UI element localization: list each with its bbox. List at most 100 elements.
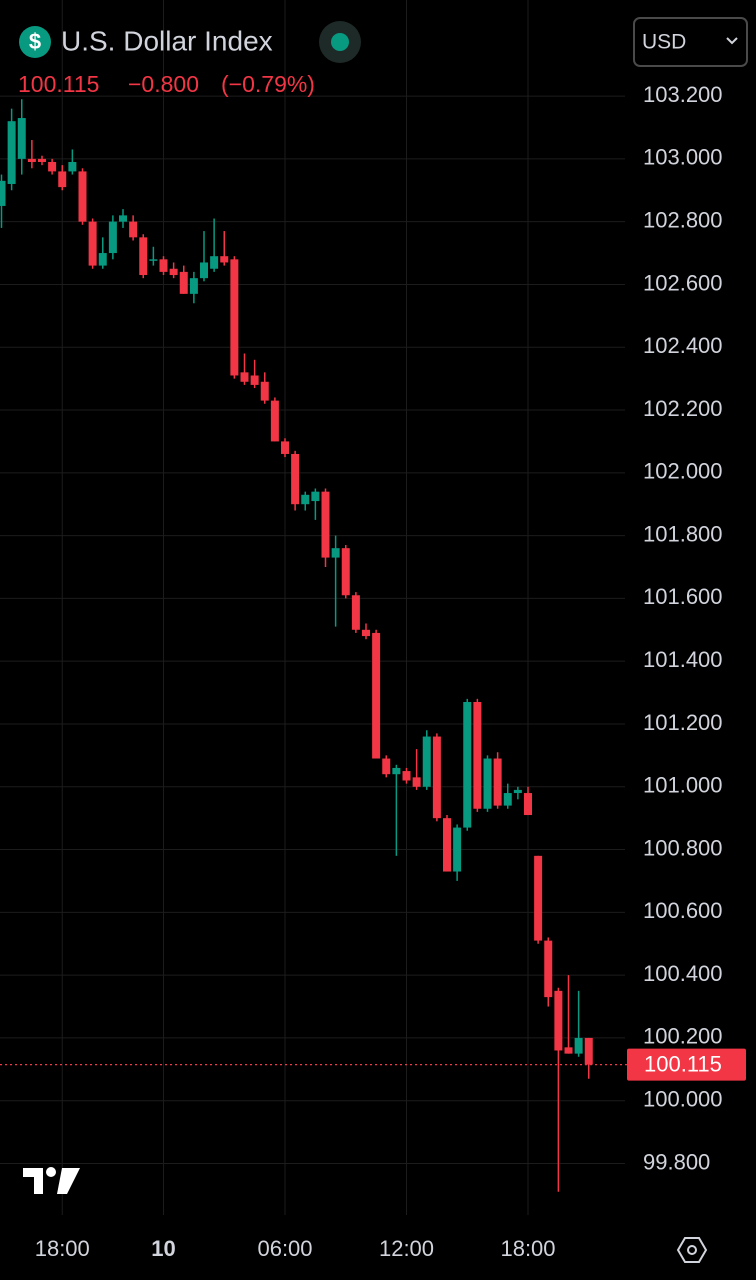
y-tick-label: 101.600 [643, 584, 723, 609]
currency[interactable]: USD [642, 31, 686, 54]
grid [0, 0, 625, 1215]
candle-body [341, 548, 350, 596]
candle-body [524, 793, 532, 816]
y-tick-label: 103.000 [643, 145, 723, 170]
candle-body [27, 158, 36, 162]
candle-body [544, 940, 553, 998]
candle-body [493, 758, 502, 806]
candle-body [402, 771, 411, 781]
x-tick-label: 06:00 [257, 1236, 312, 1261]
price-tag [627, 1048, 746, 1081]
settings-dot [687, 1245, 697, 1255]
y-tick-label: 102.400 [643, 333, 723, 358]
header: $ U.S. Dollar Index 100.115 −0.800 (−0.7… [18, 21, 361, 97]
candle-body [281, 441, 289, 454]
candle-body [351, 595, 360, 630]
candle-body [331, 548, 340, 558]
x-tick-label: 12:00 [379, 1236, 434, 1261]
x-tick-label: 18:00 [35, 1236, 90, 1261]
candle-body [270, 400, 279, 442]
candle-body [483, 758, 492, 809]
candle-body [473, 702, 482, 809]
candle-body [503, 793, 512, 806]
chevron [726, 37, 738, 45]
candle-body [574, 1037, 583, 1054]
y-tick-label: 102.000 [643, 459, 723, 484]
y-tick-label: 103.200 [643, 82, 723, 107]
candle-body [422, 736, 431, 787]
candle-body [412, 777, 421, 787]
settings-icon[interactable] [676, 1237, 708, 1263]
icon-glyph: $ [29, 29, 41, 54]
price: 100.115 [18, 71, 99, 97]
candle-body [159, 259, 168, 272]
change: −0.800 [128, 71, 199, 97]
candle-body [463, 702, 472, 828]
y-tick-label: 102.200 [643, 396, 723, 421]
y-tick-label: 99.800 [643, 1149, 710, 1174]
currency-select[interactable]: USD [633, 17, 748, 67]
candle-body [68, 162, 77, 172]
candle-body [139, 237, 148, 276]
candle-body [260, 381, 269, 401]
candle-body [291, 453, 300, 505]
candle-body [7, 121, 16, 184]
y-tick-label: 102.800 [643, 207, 723, 232]
candle-body [230, 259, 239, 376]
price-tag-label: 100.115 [644, 1051, 722, 1076]
candle-body [189, 278, 198, 294]
logo [23, 1167, 80, 1194]
change-percent: (−0.79%) [221, 71, 315, 97]
candle-body [78, 171, 87, 222]
y-tick-label: 100.200 [643, 1024, 723, 1049]
settings-button[interactable] [676, 1237, 708, 1263]
y-tick-label: 101.800 [643, 521, 723, 546]
y-tick-label: 100.400 [643, 961, 723, 986]
candle-body [321, 491, 330, 558]
candle-body [179, 271, 188, 294]
candle-body [443, 818, 451, 872]
candle-body [534, 855, 543, 941]
select-box[interactable] [633, 17, 748, 67]
candle-body [58, 171, 67, 188]
candle-body [88, 221, 97, 266]
candle-body [210, 256, 219, 269]
candle-body [372, 632, 381, 759]
y-tick-label: 100.800 [643, 835, 723, 860]
candle-body [48, 162, 57, 172]
plot [0, 99, 593, 1192]
candle-body [554, 990, 563, 1051]
candle-body [250, 375, 259, 385]
candle-body [129, 221, 138, 238]
candle-body [513, 789, 522, 794]
candle-body [564, 1047, 573, 1054]
candle-body [392, 767, 401, 775]
x-tick-label: 10 [151, 1236, 175, 1261]
candle-body [38, 158, 46, 162]
y-tick-label: 101.200 [643, 710, 723, 735]
y-tick-label: 101.000 [643, 773, 723, 798]
candle-body [311, 491, 320, 502]
chart-title: U.S. Dollar Index [61, 25, 273, 56]
candle-body [119, 215, 127, 222]
candle-body [301, 494, 310, 505]
candle-body [17, 118, 26, 159]
candle-body [169, 268, 178, 276]
candle-body [584, 1037, 593, 1065]
candle-body [98, 253, 107, 266]
candle-body [200, 262, 208, 279]
status-dot [331, 33, 349, 51]
candle-body [362, 629, 370, 637]
candle-body [220, 256, 229, 263]
candle-body [240, 372, 249, 382]
symbol-icon [19, 26, 51, 58]
candle-body [0, 180, 6, 206]
candle-body [108, 221, 117, 254]
y-tick-label: 100.000 [643, 1087, 723, 1112]
candle-body [453, 827, 462, 872]
candle-body [149, 259, 158, 261]
y-tick-label: 101.400 [643, 647, 723, 672]
y-tick-label: 102.600 [643, 270, 723, 295]
candle-body [382, 758, 391, 775]
